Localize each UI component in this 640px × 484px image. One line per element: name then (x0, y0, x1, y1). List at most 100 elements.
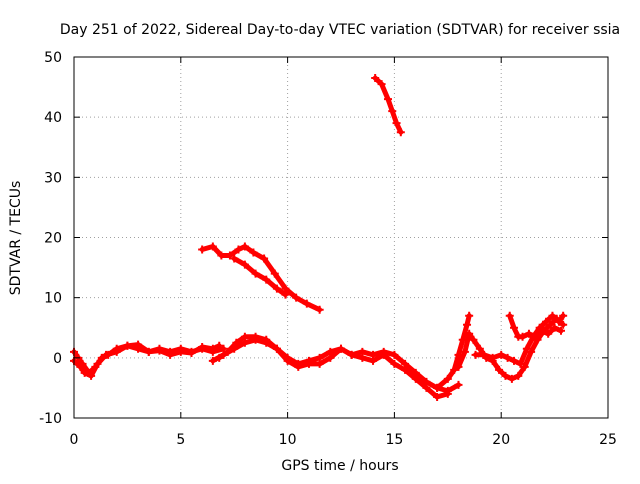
series-layer (70, 74, 568, 401)
data-point (469, 335, 478, 344)
x-tick-label: 5 (176, 432, 185, 448)
data-point (501, 371, 510, 380)
data-point (260, 254, 269, 263)
data-point (524, 329, 533, 338)
y-tick-label: 40 (44, 110, 62, 126)
data-point (503, 353, 512, 362)
data-point (155, 346, 164, 355)
y-tick-label: 50 (44, 50, 62, 66)
data-point (315, 305, 324, 314)
data-point (80, 368, 89, 377)
data-point (262, 335, 271, 344)
data-point (520, 362, 529, 371)
data-point (251, 269, 260, 278)
data-point (230, 254, 239, 263)
x-axis-label: GPS time / hours (281, 458, 398, 474)
data-point (240, 260, 249, 269)
data-point (495, 365, 504, 374)
data-point (510, 323, 519, 332)
data-point (454, 362, 463, 371)
data-point (488, 353, 497, 362)
data-point (548, 311, 557, 320)
data-point (208, 242, 217, 251)
data-point (433, 383, 442, 392)
x-tick-label: 15 (385, 432, 403, 448)
data-point (460, 347, 469, 356)
data-point (480, 350, 489, 359)
data-point (215, 341, 224, 350)
data-point (465, 311, 474, 320)
data-point (497, 350, 506, 359)
data-point (304, 359, 313, 368)
data-point (144, 347, 153, 356)
data-point (93, 359, 102, 368)
data-point (507, 374, 516, 383)
data-point (557, 326, 566, 335)
data-point (283, 356, 292, 365)
data-point (390, 350, 399, 359)
data-point (475, 344, 484, 353)
data-point (326, 353, 335, 362)
x-tick-label: 25 (599, 432, 617, 448)
data-point (390, 359, 399, 368)
data-point (559, 311, 568, 320)
data-point (518, 332, 527, 341)
y-tick-label: -10 (39, 411, 62, 427)
data-point (217, 251, 226, 260)
data-point (559, 320, 568, 329)
data-point (225, 251, 234, 260)
data-point (514, 371, 523, 380)
data-point (187, 349, 196, 358)
data-point (134, 340, 143, 349)
data-point (232, 338, 241, 347)
data-point (379, 350, 388, 359)
data-point (401, 365, 410, 374)
data-point (377, 80, 386, 89)
data-point (272, 344, 281, 353)
data-point (87, 371, 96, 380)
data-point (554, 317, 563, 326)
ticks: 0 5 10 15 20 25 -10 0 10 20 30 40 50 (39, 50, 617, 448)
data-point (537, 326, 546, 335)
data-point (463, 320, 472, 329)
y-tick-label: 30 (44, 170, 62, 186)
data-point (465, 329, 474, 338)
data-point (249, 248, 258, 257)
data-point (396, 128, 405, 137)
series-line-late-c (507, 313, 564, 340)
data-point (240, 332, 249, 341)
series-line-baseline-b (71, 342, 222, 379)
data-point (123, 341, 132, 350)
data-point (527, 347, 536, 356)
data-point (315, 359, 324, 368)
chart-title: Day 251 of 2022, Sidereal Day-to-day VTE… (60, 22, 620, 38)
data-point (450, 365, 459, 374)
data-point (176, 347, 185, 356)
data-point (358, 353, 367, 362)
data-point (510, 356, 519, 365)
data-point (550, 323, 559, 332)
data-point (337, 344, 345, 353)
data-point (272, 284, 281, 293)
data-point (454, 380, 463, 389)
data-point (443, 374, 452, 383)
data-point (166, 350, 175, 359)
data-point (223, 347, 232, 356)
data-point (392, 119, 401, 128)
data-point (471, 350, 480, 359)
data-point (208, 344, 217, 353)
data-point (294, 362, 303, 371)
data-point (292, 293, 301, 302)
data-point (443, 389, 452, 398)
data-point (208, 356, 217, 365)
y-tick-label: 0 (53, 351, 62, 367)
data-point (262, 275, 271, 284)
data-point (383, 95, 392, 104)
data-point (531, 332, 540, 341)
x-tick-label: 10 (279, 432, 297, 448)
data-point (371, 74, 380, 83)
data-point (546, 320, 555, 329)
y-tick-label: 10 (44, 291, 62, 307)
